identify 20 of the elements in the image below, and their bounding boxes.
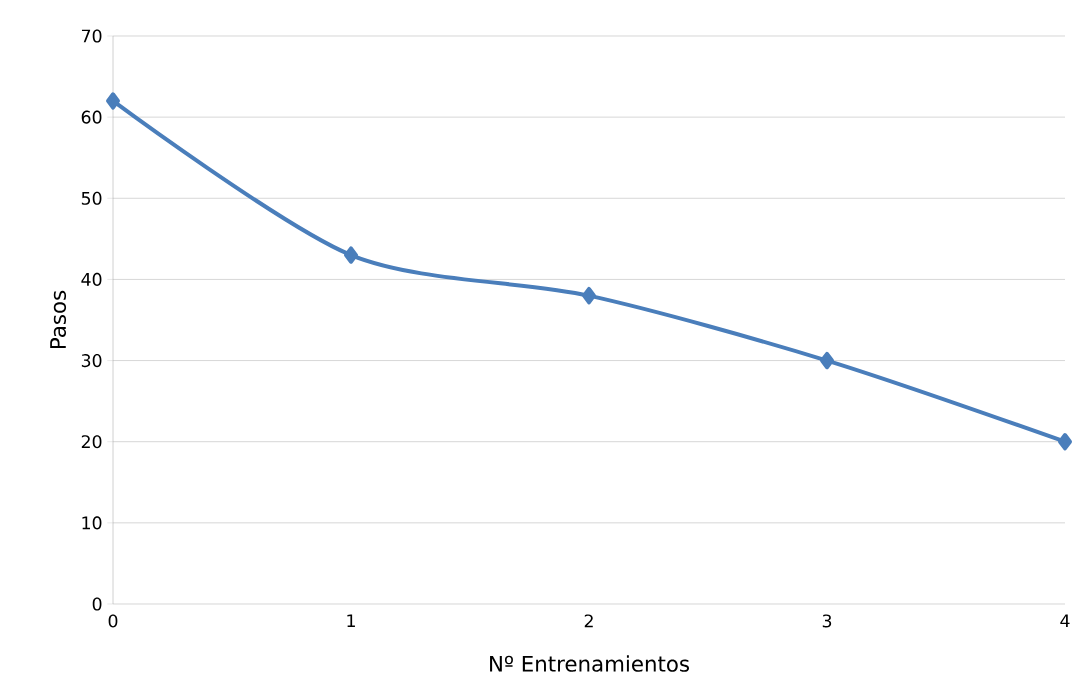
point (106, 92, 121, 110)
y-tick-label: 70 (81, 29, 102, 43)
y-tick-label: 40 (81, 272, 102, 286)
x-tick-label: 4 (1060, 614, 1070, 627)
x-tick-label: 1 (347, 614, 355, 627)
y-tick-label: 10 (82, 516, 102, 530)
y-tick-label: 50 (81, 191, 102, 205)
x-axis-title: Nº Entrenamientos (490, 655, 690, 672)
x-tick-label: 3 (822, 614, 832, 628)
point (582, 286, 597, 305)
x-tick-label: 0 (108, 614, 118, 628)
y-axis-title: Pasos (50, 290, 67, 348)
point (820, 351, 834, 370)
point (1058, 432, 1073, 451)
y-tick-label: 20 (81, 435, 102, 449)
y-tick-label: 0 (92, 597, 102, 611)
y-tick-label: 30 (81, 353, 102, 367)
x-tick-label: 2 (584, 614, 593, 628)
point (344, 246, 359, 264)
y-tick-label: 60 (81, 110, 102, 124)
